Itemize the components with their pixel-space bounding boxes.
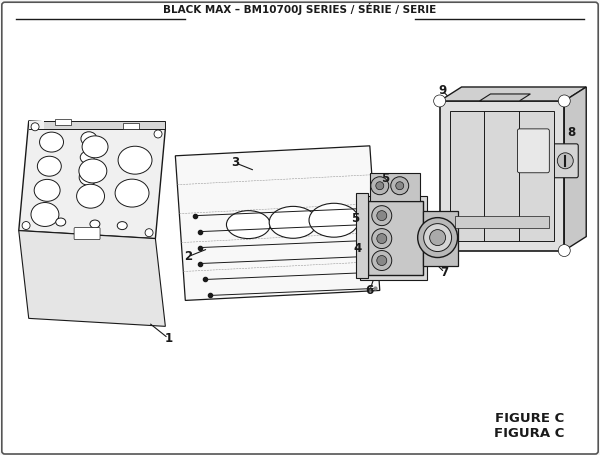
Ellipse shape <box>34 179 60 201</box>
Circle shape <box>22 222 30 229</box>
Polygon shape <box>19 121 166 238</box>
Text: 1: 1 <box>164 332 172 345</box>
Circle shape <box>434 245 446 257</box>
Ellipse shape <box>56 218 66 226</box>
Circle shape <box>377 233 387 243</box>
Bar <box>123 123 139 129</box>
Bar <box>55 119 71 125</box>
Ellipse shape <box>82 136 108 158</box>
Circle shape <box>424 223 452 252</box>
Ellipse shape <box>79 159 107 183</box>
Circle shape <box>372 206 392 226</box>
Circle shape <box>418 217 458 258</box>
Ellipse shape <box>117 222 127 230</box>
Text: 5: 5 <box>351 212 359 225</box>
Bar <box>422 211 458 266</box>
Ellipse shape <box>79 169 97 185</box>
Polygon shape <box>356 193 368 278</box>
Circle shape <box>377 256 387 266</box>
Text: 9: 9 <box>439 85 447 97</box>
Polygon shape <box>479 94 530 101</box>
Bar <box>29 121 44 129</box>
Polygon shape <box>440 87 586 101</box>
Polygon shape <box>440 101 564 251</box>
Circle shape <box>559 95 570 107</box>
Circle shape <box>391 177 409 195</box>
Text: 2: 2 <box>184 250 193 263</box>
Circle shape <box>154 130 162 138</box>
Text: 4: 4 <box>354 242 362 255</box>
Ellipse shape <box>81 132 97 146</box>
Circle shape <box>430 230 446 246</box>
Ellipse shape <box>269 207 317 238</box>
Polygon shape <box>449 111 554 241</box>
Circle shape <box>31 123 39 131</box>
Text: FIGURA C: FIGURA C <box>494 426 565 440</box>
Bar <box>368 201 422 275</box>
Text: 8: 8 <box>567 126 575 139</box>
Circle shape <box>372 228 392 248</box>
Ellipse shape <box>80 152 94 163</box>
Ellipse shape <box>226 211 271 238</box>
Circle shape <box>372 251 392 270</box>
Circle shape <box>434 95 446 107</box>
Ellipse shape <box>37 156 61 176</box>
Ellipse shape <box>118 146 152 174</box>
Bar <box>360 196 427 280</box>
Circle shape <box>377 211 387 221</box>
Ellipse shape <box>40 132 64 152</box>
Polygon shape <box>455 216 550 228</box>
Polygon shape <box>175 146 380 300</box>
Circle shape <box>371 177 389 195</box>
Bar <box>370 173 419 201</box>
Text: 3: 3 <box>231 156 239 169</box>
FancyBboxPatch shape <box>517 129 550 173</box>
Ellipse shape <box>309 203 359 237</box>
Circle shape <box>396 182 404 190</box>
FancyBboxPatch shape <box>553 144 578 178</box>
FancyBboxPatch shape <box>74 228 100 240</box>
Text: 6: 6 <box>365 284 374 297</box>
Polygon shape <box>29 121 166 129</box>
Text: FIGURE C: FIGURE C <box>495 412 564 425</box>
Text: BLACK MAX – BM10700J SERIES / SÉRIE / SERIE: BLACK MAX – BM10700J SERIES / SÉRIE / SE… <box>163 3 437 15</box>
Text: 5: 5 <box>380 172 389 185</box>
Circle shape <box>557 153 573 169</box>
Circle shape <box>559 245 570 257</box>
Circle shape <box>145 229 153 237</box>
Ellipse shape <box>115 179 149 207</box>
Text: 7: 7 <box>440 266 449 279</box>
Polygon shape <box>564 87 586 251</box>
Polygon shape <box>19 231 166 326</box>
Ellipse shape <box>77 184 104 208</box>
Circle shape <box>376 182 384 190</box>
Ellipse shape <box>90 220 100 228</box>
Ellipse shape <box>31 202 59 227</box>
